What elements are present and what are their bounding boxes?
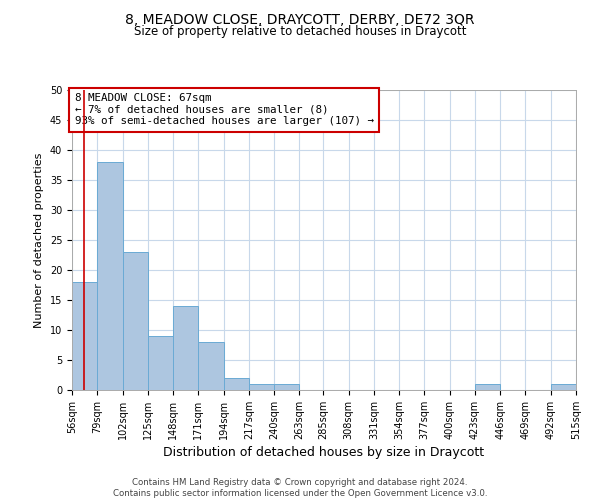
- Y-axis label: Number of detached properties: Number of detached properties: [34, 152, 44, 328]
- Text: Size of property relative to detached houses in Draycott: Size of property relative to detached ho…: [134, 25, 466, 38]
- Bar: [122, 252, 148, 390]
- Bar: [198, 342, 224, 390]
- X-axis label: Distribution of detached houses by size in Draycott: Distribution of detached houses by size …: [163, 446, 485, 459]
- Bar: [148, 336, 173, 390]
- Text: 8, MEADOW CLOSE, DRAYCOTT, DERBY, DE72 3QR: 8, MEADOW CLOSE, DRAYCOTT, DERBY, DE72 3…: [125, 12, 475, 26]
- Bar: [551, 384, 576, 390]
- Bar: [224, 378, 249, 390]
- Bar: [249, 384, 274, 390]
- Bar: [475, 384, 500, 390]
- Text: 8 MEADOW CLOSE: 67sqm
← 7% of detached houses are smaller (8)
93% of semi-detach: 8 MEADOW CLOSE: 67sqm ← 7% of detached h…: [74, 93, 374, 126]
- Text: Contains HM Land Registry data © Crown copyright and database right 2024.
Contai: Contains HM Land Registry data © Crown c…: [113, 478, 487, 498]
- Bar: [173, 306, 198, 390]
- Bar: [97, 162, 122, 390]
- Bar: [72, 282, 97, 390]
- Bar: [274, 384, 299, 390]
